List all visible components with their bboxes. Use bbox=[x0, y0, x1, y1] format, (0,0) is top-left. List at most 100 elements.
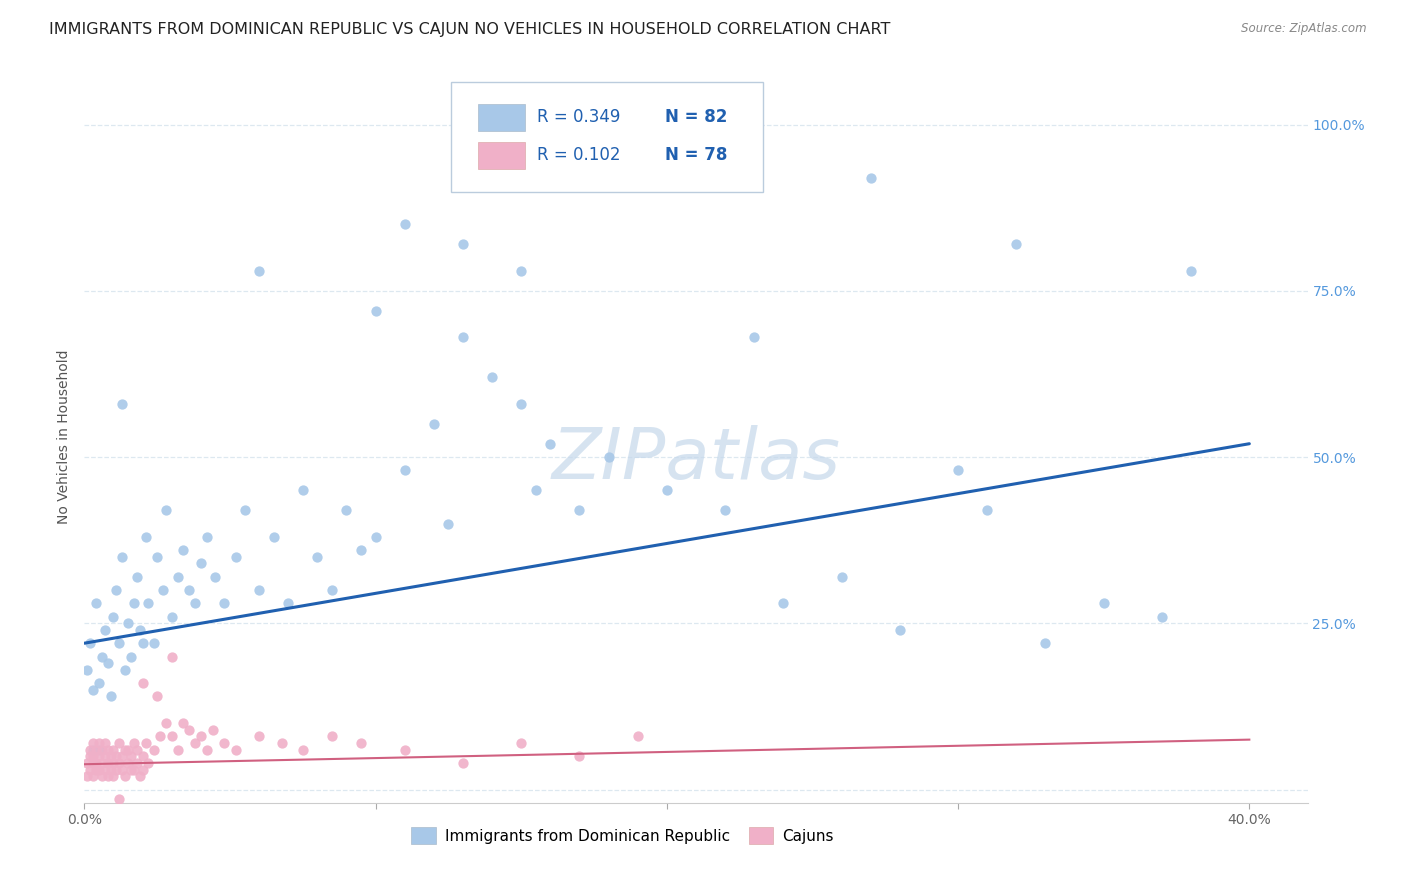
Point bbox=[321, 729, 343, 743]
Point bbox=[146, 549, 169, 564]
Point bbox=[87, 742, 110, 756]
Point bbox=[79, 636, 101, 650]
Point bbox=[233, 503, 256, 517]
Point bbox=[364, 303, 387, 318]
Text: IMMIGRANTS FROM DOMINICAN REPUBLIC VS CAJUN NO VEHICLES IN HOUSEHOLD CORRELATION: IMMIGRANTS FROM DOMINICAN REPUBLIC VS CA… bbox=[49, 22, 890, 37]
Point bbox=[82, 682, 104, 697]
Point bbox=[291, 742, 314, 756]
Point bbox=[108, 756, 131, 770]
Point bbox=[225, 549, 247, 564]
Point bbox=[120, 763, 142, 777]
Point bbox=[135, 530, 157, 544]
Point bbox=[889, 623, 911, 637]
Point bbox=[111, 763, 134, 777]
Point bbox=[87, 749, 110, 764]
Point bbox=[510, 736, 533, 750]
Point bbox=[84, 756, 107, 770]
Point bbox=[166, 570, 188, 584]
Text: N = 82: N = 82 bbox=[665, 109, 728, 127]
Point bbox=[97, 756, 120, 770]
Point bbox=[97, 756, 120, 770]
Point bbox=[93, 623, 115, 637]
Point bbox=[155, 503, 177, 517]
FancyBboxPatch shape bbox=[451, 82, 763, 192]
Point bbox=[350, 543, 373, 558]
Point bbox=[172, 543, 194, 558]
Point bbox=[190, 729, 212, 743]
Point bbox=[87, 736, 110, 750]
Legend: Immigrants from Dominican Republic, Cajuns: Immigrants from Dominican Republic, Caju… bbox=[405, 822, 839, 850]
Point bbox=[131, 636, 153, 650]
Point bbox=[120, 649, 142, 664]
Point bbox=[138, 596, 160, 610]
Point bbox=[451, 237, 474, 252]
Point bbox=[976, 503, 998, 517]
Point bbox=[772, 596, 794, 610]
Point bbox=[82, 769, 104, 783]
Point bbox=[714, 503, 737, 517]
Point bbox=[87, 676, 110, 690]
Point bbox=[247, 582, 270, 597]
Point bbox=[93, 736, 115, 750]
Point bbox=[79, 749, 101, 764]
Point bbox=[82, 742, 104, 756]
Point bbox=[111, 749, 134, 764]
Point bbox=[84, 596, 107, 610]
Point bbox=[394, 742, 416, 756]
Point bbox=[568, 749, 591, 764]
Point bbox=[437, 516, 460, 531]
Point bbox=[364, 530, 387, 544]
Point bbox=[108, 736, 131, 750]
Point bbox=[263, 530, 285, 544]
Point bbox=[350, 736, 373, 750]
Point bbox=[946, 463, 969, 477]
Point bbox=[128, 769, 150, 783]
Point bbox=[90, 769, 112, 783]
Point bbox=[831, 570, 853, 584]
Point bbox=[128, 623, 150, 637]
Point bbox=[131, 763, 153, 777]
Point bbox=[111, 549, 134, 564]
Point bbox=[225, 742, 247, 756]
Point bbox=[510, 264, 533, 278]
Point bbox=[195, 742, 218, 756]
Y-axis label: No Vehicles in Household: No Vehicles in Household bbox=[58, 350, 72, 524]
Point bbox=[307, 549, 329, 564]
Point bbox=[212, 736, 235, 750]
Point bbox=[76, 756, 98, 770]
Point bbox=[100, 749, 122, 764]
Point bbox=[1035, 636, 1057, 650]
Point bbox=[423, 417, 446, 431]
Point bbox=[125, 570, 148, 584]
Point bbox=[510, 397, 533, 411]
Point bbox=[212, 596, 235, 610]
Point bbox=[146, 690, 169, 704]
Point bbox=[742, 330, 765, 344]
Point bbox=[627, 729, 650, 743]
Point bbox=[859, 170, 882, 185]
Text: R = 0.102: R = 0.102 bbox=[537, 146, 620, 164]
Point bbox=[291, 483, 314, 498]
Point bbox=[394, 217, 416, 231]
Point bbox=[117, 742, 139, 756]
Point bbox=[82, 756, 104, 770]
Point bbox=[108, 792, 131, 806]
Point bbox=[84, 742, 107, 756]
Point bbox=[277, 596, 299, 610]
Point bbox=[138, 756, 160, 770]
Point bbox=[204, 570, 226, 584]
Point bbox=[179, 723, 201, 737]
Point bbox=[247, 264, 270, 278]
Point bbox=[335, 503, 357, 517]
Point bbox=[1092, 596, 1115, 610]
Point bbox=[108, 636, 131, 650]
Point bbox=[271, 736, 294, 750]
FancyBboxPatch shape bbox=[478, 142, 524, 169]
Point bbox=[195, 530, 218, 544]
Point bbox=[87, 763, 110, 777]
Point bbox=[655, 483, 678, 498]
Point bbox=[125, 756, 148, 770]
Point bbox=[155, 716, 177, 731]
Point bbox=[105, 749, 128, 764]
Point bbox=[143, 636, 166, 650]
